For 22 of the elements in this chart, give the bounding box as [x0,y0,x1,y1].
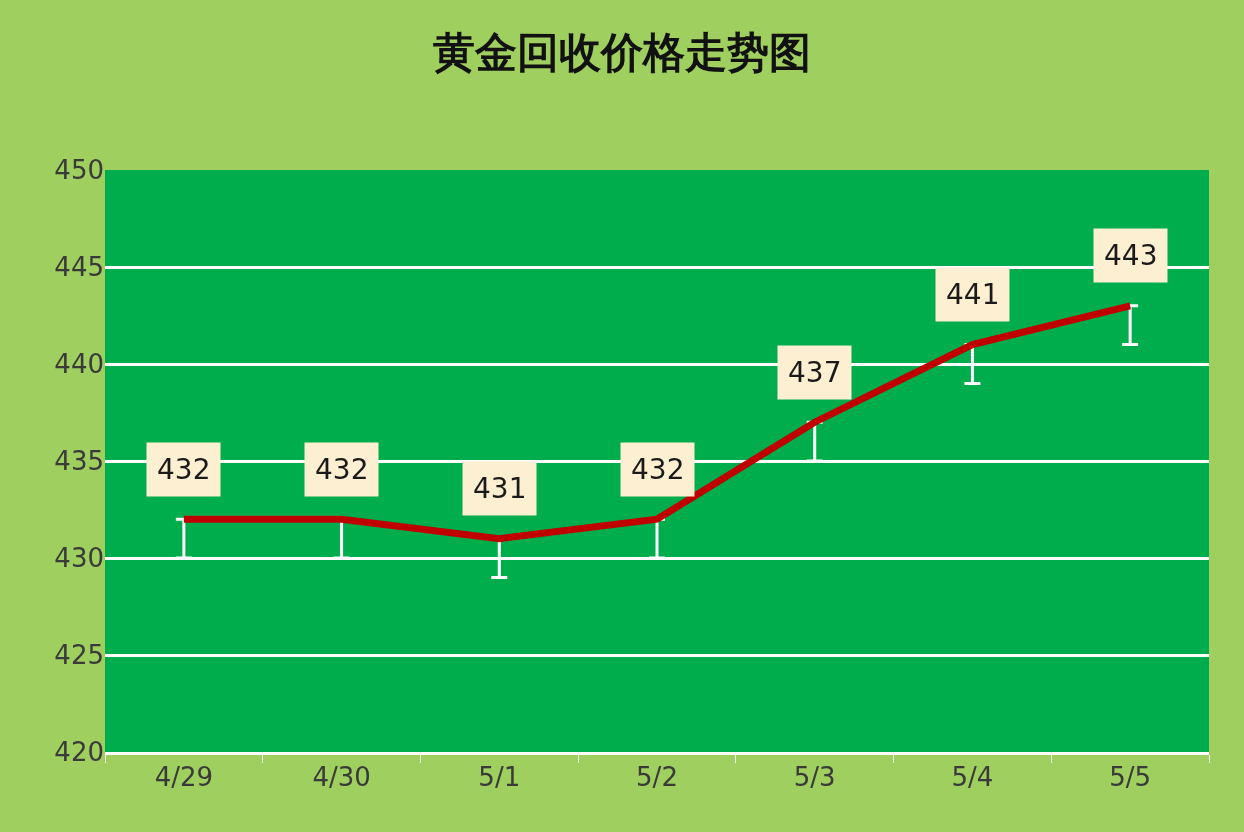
x-tick-label: 5/1 [478,762,521,793]
data-label: 432 [631,453,685,486]
data-label: 441 [946,278,1000,311]
y-tick-label: 425 [54,640,104,671]
x-tick-label: 5/3 [793,762,836,793]
y-tick-label: 450 [54,155,104,186]
y-tick-label: 445 [54,252,104,283]
data-label: 437 [788,356,842,389]
y-tick-label: 430 [54,543,104,574]
chart-title: 黄金回收价格走势图 [433,27,811,77]
data-label: 443 [1104,239,1158,272]
data-label: 432 [315,453,369,486]
data-label: 431 [473,472,527,505]
y-tick-label: 435 [54,446,104,477]
x-tick-label: 5/4 [951,762,994,793]
x-tick-label: 4/30 [312,762,371,793]
x-tick-label: 4/29 [154,762,214,793]
y-tick-label: 420 [54,737,104,768]
y-tick-label: 440 [54,349,104,380]
x-tick-label: 5/5 [1109,762,1152,793]
data-label: 432 [157,453,211,486]
x-tick-label: 5/2 [636,762,678,793]
